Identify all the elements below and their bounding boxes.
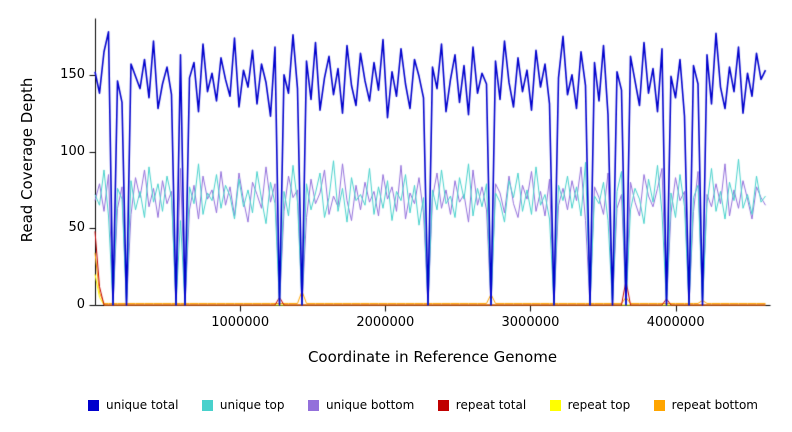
legend-label: repeat bottom [671,398,758,412]
legend-label: unique bottom [325,398,415,412]
legend-item-unique-top: unique top [201,398,285,412]
legend-label: repeat total [455,398,527,412]
legend-swatch [549,399,561,411]
legend-label: repeat top [567,398,631,412]
y-axis-label: Read Coverage Depth [18,77,36,243]
legend-label: unique total [106,398,179,412]
legend-swatch [88,399,99,411]
legend-swatch [653,399,665,411]
legend-item-unique-bottom: unique bottom [307,398,415,412]
y-tick-label: 50 [68,220,85,236]
legend-swatch [307,399,319,411]
y-tick-label: 100 [60,143,85,159]
legend-item-repeat-total: repeat total [437,398,527,412]
x-tick-label: 1000000 [211,315,270,330]
x-tick-label: 3000000 [501,315,560,330]
legend-swatch [437,399,449,411]
x-axis-label: Coordinate in Reference Genome [307,348,558,366]
legend-item-repeat-top: repeat top [549,398,631,412]
y-tick-label: 150 [60,66,85,82]
y-tick-label: 0 [76,297,85,312]
legend-item-repeat-bottom: repeat bottom [653,398,758,412]
legend: unique total unique top unique bottom repea… [88,398,758,412]
legend-label: unique top [219,398,285,412]
x-tick-label: 2000000 [356,315,415,330]
x-tick-label: 4000000 [646,315,705,330]
legend-swatch [201,399,213,411]
legend-item-unique-total: unique total [88,398,178,412]
